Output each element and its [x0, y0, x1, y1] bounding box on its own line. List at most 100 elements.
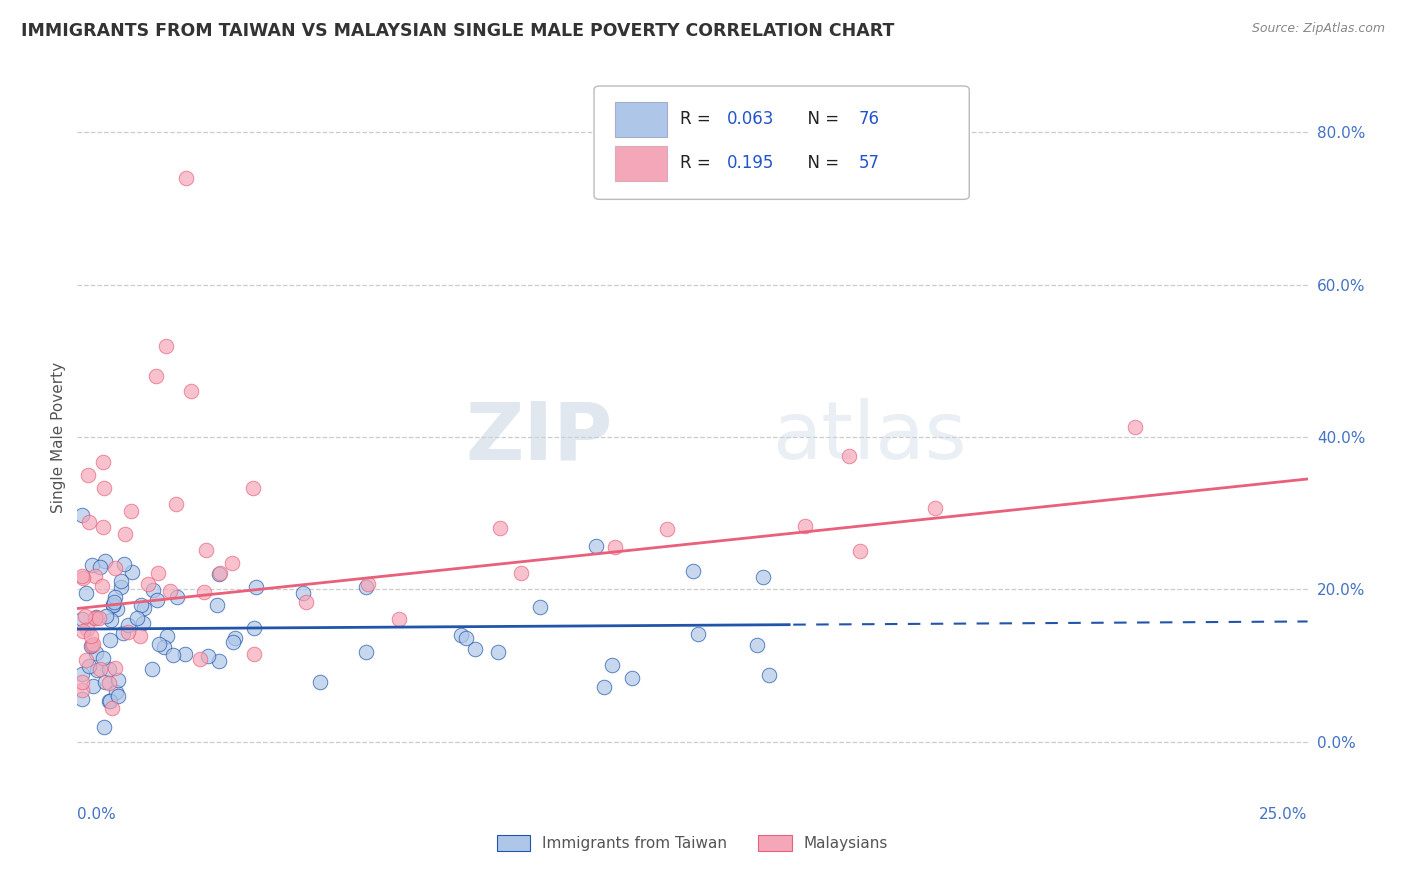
- Point: [97, 676, 120, 690]
- Point: [794, 519, 817, 533]
- Point: [456, 632, 478, 646]
- Point: [98, 694, 121, 708]
- Point: [146, 593, 169, 607]
- Text: IMMIGRANTS FROM TAIWAN VS MALAYSIAN SINGLE MALE POVERTY CORRELATION CHART: IMMIGRANTS FROM TAIWAN VS MALAYSIAN SING…: [21, 22, 894, 40]
- Point: [489, 520, 512, 534]
- Point: [745, 639, 768, 653]
- Point: [89, 662, 111, 676]
- Point: [84, 611, 107, 625]
- Point: [82, 679, 104, 693]
- Point: [98, 632, 121, 647]
- Point: [80, 639, 103, 653]
- Point: [221, 634, 243, 648]
- Point: [93, 720, 115, 734]
- Text: N =: N =: [797, 110, 845, 128]
- Point: [529, 599, 551, 614]
- Point: [83, 569, 105, 583]
- Point: [103, 590, 125, 604]
- Point: [142, 582, 165, 597]
- Point: [603, 540, 626, 554]
- Point: [600, 658, 623, 673]
- Point: [82, 637, 104, 651]
- Point: [91, 519, 114, 533]
- Point: [193, 585, 215, 599]
- Point: [91, 650, 114, 665]
- Point: [621, 671, 644, 685]
- Point: [838, 449, 860, 463]
- Point: [93, 674, 115, 689]
- Point: [464, 641, 486, 656]
- Point: [657, 522, 679, 536]
- Point: [221, 556, 243, 570]
- Point: [450, 628, 472, 642]
- FancyBboxPatch shape: [614, 146, 666, 181]
- Point: [107, 673, 129, 687]
- Point: [208, 567, 231, 582]
- Text: 76: 76: [859, 110, 880, 128]
- Point: [197, 649, 219, 664]
- Legend: Immigrants from Taiwan, Malaysians: Immigrants from Taiwan, Malaysians: [491, 830, 894, 857]
- Point: [291, 586, 314, 600]
- Point: [145, 369, 167, 384]
- Point: [117, 625, 139, 640]
- Text: R =: R =: [681, 110, 716, 128]
- Point: [209, 566, 232, 580]
- FancyBboxPatch shape: [595, 86, 969, 200]
- Text: N =: N =: [797, 153, 845, 172]
- Point: [89, 560, 111, 574]
- Point: [72, 570, 94, 584]
- Point: [752, 570, 775, 584]
- Point: [98, 694, 121, 708]
- Point: [82, 639, 104, 653]
- Point: [388, 611, 411, 625]
- Point: [134, 601, 156, 615]
- Point: [1123, 419, 1146, 434]
- Point: [242, 481, 264, 495]
- Point: [162, 648, 184, 662]
- Point: [173, 647, 195, 661]
- Point: [103, 595, 125, 609]
- Point: [125, 611, 148, 625]
- Text: 0.195: 0.195: [727, 153, 775, 172]
- Point: [243, 621, 266, 635]
- Point: [105, 601, 128, 615]
- Point: [148, 637, 170, 651]
- Point: [80, 629, 103, 643]
- Point: [309, 674, 332, 689]
- Point: [111, 625, 134, 640]
- Point: [208, 654, 231, 668]
- Point: [129, 599, 152, 613]
- Y-axis label: Single Male Poverty: Single Male Poverty: [51, 361, 66, 513]
- Point: [156, 629, 179, 643]
- Point: [76, 622, 98, 636]
- FancyBboxPatch shape: [614, 102, 666, 137]
- Point: [131, 616, 153, 631]
- Point: [104, 661, 127, 675]
- Point: [72, 624, 94, 639]
- Text: Source: ZipAtlas.com: Source: ZipAtlas.com: [1251, 22, 1385, 36]
- Point: [101, 598, 124, 612]
- Point: [165, 497, 187, 511]
- Point: [77, 516, 100, 530]
- Point: [682, 564, 704, 578]
- Point: [70, 691, 93, 706]
- Point: [94, 608, 117, 623]
- Point: [120, 504, 142, 518]
- Point: [148, 566, 170, 580]
- Point: [136, 576, 159, 591]
- Point: [70, 612, 93, 626]
- Point: [77, 467, 100, 482]
- Point: [174, 171, 197, 186]
- Point: [73, 608, 96, 623]
- Point: [100, 613, 122, 627]
- Text: 25.0%: 25.0%: [1260, 806, 1308, 822]
- Point: [107, 689, 129, 703]
- Point: [188, 652, 211, 666]
- Point: [70, 674, 93, 689]
- Point: [128, 629, 150, 643]
- Point: [924, 500, 946, 515]
- Point: [205, 598, 228, 612]
- Point: [121, 565, 143, 579]
- Point: [357, 577, 380, 591]
- Text: ZIP: ZIP: [465, 398, 613, 476]
